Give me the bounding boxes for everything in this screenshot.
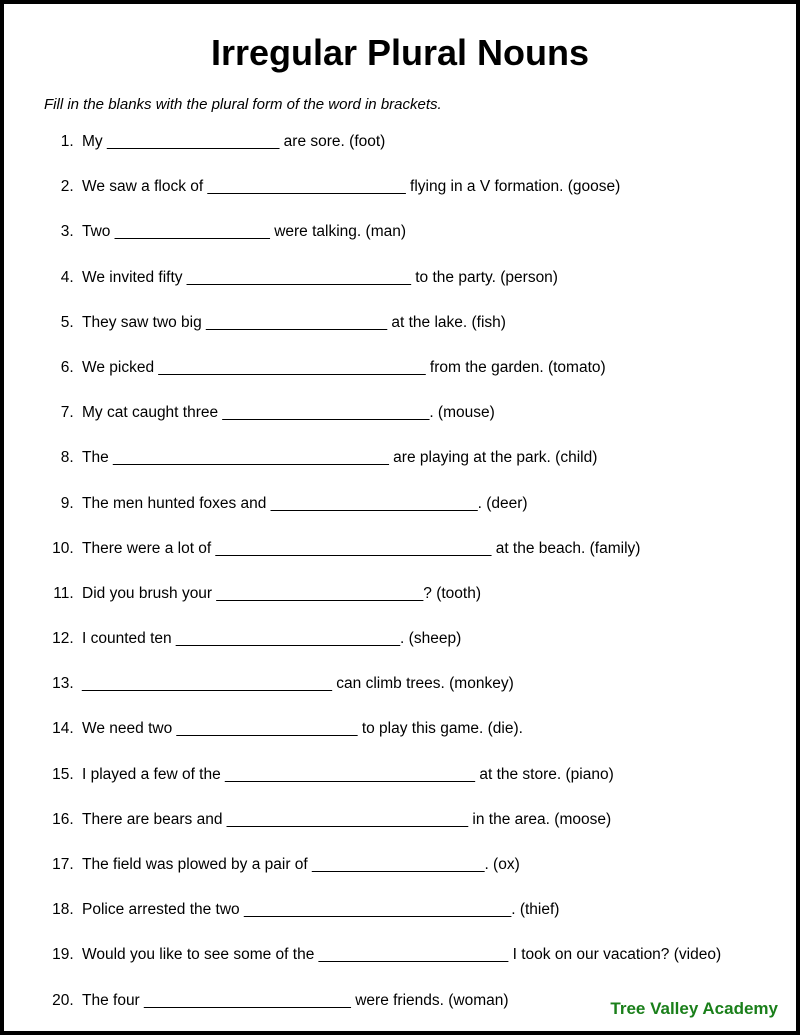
- question-item: We invited fifty _______________________…: [78, 267, 756, 289]
- question-item: I played a few of the __________________…: [78, 764, 756, 786]
- question-item: Two __________________ were talking. (ma…: [78, 221, 756, 243]
- question-item: My cat caught three ____________________…: [78, 402, 756, 424]
- question-item: The field was plowed by a pair of ______…: [78, 854, 756, 876]
- instructions-text: Fill in the blanks with the plural form …: [44, 96, 756, 113]
- question-item: _____________________________ can climb …: [78, 673, 756, 695]
- question-item: There were a lot of ____________________…: [78, 538, 756, 560]
- question-item: We saw a flock of ______________________…: [78, 176, 756, 198]
- question-item: We picked ______________________________…: [78, 357, 756, 379]
- question-item: Would you like to see some of the ______…: [78, 944, 756, 966]
- question-item: We need two _____________________ to pla…: [78, 718, 756, 740]
- question-item: The ________________________________ are…: [78, 447, 756, 469]
- worksheet-page: Irregular Plural Nouns Fill in the blank…: [0, 0, 800, 1035]
- question-item: My ____________________ are sore. (foot): [78, 131, 756, 153]
- question-item: There are bears and ____________________…: [78, 809, 756, 831]
- question-item: Did you brush your _____________________…: [78, 583, 756, 605]
- question-item: The men hunted foxes and _______________…: [78, 493, 756, 515]
- question-item: They saw two big _____________________ a…: [78, 312, 756, 334]
- question-list: My ____________________ are sore. (foot)…: [44, 131, 756, 1011]
- question-item: I counted ten __________________________…: [78, 628, 756, 650]
- question-item: Police arrested the two ________________…: [78, 899, 756, 921]
- page-title: Irregular Plural Nouns: [44, 32, 756, 74]
- brand-label: Tree Valley Academy: [610, 999, 778, 1019]
